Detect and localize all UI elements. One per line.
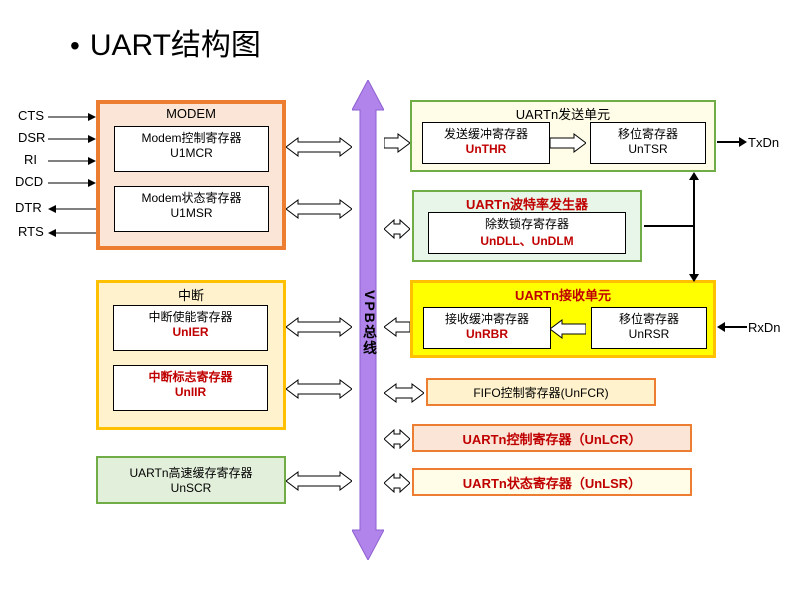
signal-rxdn: RxDn bbox=[748, 320, 781, 335]
dll-label: 除数锁存寄存器 bbox=[431, 215, 623, 232]
arrow-thr-tsr bbox=[550, 132, 586, 154]
rbr-reg: UnRBR bbox=[426, 327, 548, 341]
lcr-label: UARTn控制寄存器（UnLCR） bbox=[462, 432, 641, 447]
arrow-msr-vpb bbox=[286, 198, 352, 220]
iir-reg: UnIIR bbox=[116, 385, 265, 399]
arrow-ier-vpb bbox=[286, 316, 352, 338]
tsr-box: 移位寄存器 UnTSR bbox=[590, 122, 706, 164]
lsr-label: UARTn状态寄存器（UnLSR） bbox=[463, 476, 641, 491]
iir-label: 中断标志寄存器 bbox=[116, 368, 265, 385]
modem-stat-label: Modem状态寄存器 bbox=[117, 189, 266, 206]
rbr-label: 接收缓冲寄存器 bbox=[426, 310, 548, 327]
iir-box: 中断标志寄存器 UnIIR bbox=[113, 365, 268, 411]
arrow-baud-tsr bbox=[644, 172, 704, 282]
lcr-block: UARTn控制寄存器（UnLCR） bbox=[412, 424, 692, 452]
arrow-ri bbox=[48, 156, 96, 166]
scr-block: UARTn高速缓存寄存器 UnSCR bbox=[96, 456, 286, 504]
arrow-vpb-tx bbox=[384, 132, 410, 154]
arrow-rxdn bbox=[717, 322, 747, 332]
modem-ctrl-label: Modem控制寄存器 bbox=[117, 129, 266, 146]
signal-ri: RI bbox=[24, 152, 37, 167]
signal-txdn: TxDn bbox=[748, 135, 779, 150]
modem-ctrl-box: Modem控制寄存器 U1MCR bbox=[114, 126, 269, 172]
arrow-rts bbox=[48, 228, 96, 238]
arrow-dcd bbox=[48, 178, 96, 188]
arrow-dtr bbox=[48, 204, 96, 214]
arrow-iir-vpb bbox=[286, 378, 352, 400]
baud-title: UARTn波特率发生器 bbox=[414, 194, 640, 213]
arrow-vpb-fcr bbox=[384, 382, 424, 404]
interrupt-title: 中断 bbox=[99, 285, 283, 304]
modem-stat-box: Modem状态寄存器 U1MSR bbox=[114, 186, 269, 232]
ier-reg: UnIER bbox=[116, 325, 265, 339]
bullet-icon: • bbox=[70, 30, 80, 61]
arrow-dsr bbox=[48, 134, 96, 144]
vpb-label: VPB总线 bbox=[360, 290, 380, 357]
tx-title: UARTn发送单元 bbox=[412, 104, 714, 123]
rbr-box: 接收缓冲寄存器 UnRBR bbox=[423, 307, 551, 349]
arrow-vpb-lcr bbox=[384, 428, 410, 450]
rx-title: UARTn接收单元 bbox=[413, 285, 713, 304]
scr-label: UARTn高速缓存寄存器 bbox=[98, 464, 284, 481]
arrow-mcr-vpb bbox=[286, 136, 352, 158]
tsr-reg: UnTSR bbox=[593, 142, 703, 156]
thr-box: 发送缓冲寄存器 UnTHR bbox=[422, 122, 550, 164]
arrow-rx-vpb bbox=[384, 316, 410, 338]
lsr-block: UARTn状态寄存器（UnLSR） bbox=[412, 468, 692, 496]
baud-block: UARTn波特率发生器 除数锁存寄存器 UnDLL、UnDLM bbox=[412, 190, 642, 262]
rsr-label: 移位寄存器 bbox=[594, 310, 704, 327]
fcr-label: FIFO控制寄存器(UnFCR) bbox=[473, 386, 608, 400]
ier-box: 中断使能寄存器 UnIER bbox=[113, 305, 268, 351]
signal-rts: RTS bbox=[18, 224, 44, 239]
fcr-block: FIFO控制寄存器(UnFCR) bbox=[426, 378, 656, 406]
dll-reg: UnDLL、UnDLM bbox=[431, 232, 623, 249]
modem-ctrl-reg: U1MCR bbox=[117, 146, 266, 160]
page-title: • UART结构图 bbox=[70, 20, 261, 64]
modem-stat-reg: U1MSR bbox=[117, 206, 266, 220]
arrow-vpb-baud bbox=[384, 218, 410, 240]
signal-cts: CTS bbox=[18, 108, 44, 123]
signal-dtr: DTR bbox=[15, 200, 42, 215]
arrow-scr-vpb bbox=[286, 470, 352, 492]
signal-dsr: DSR bbox=[18, 130, 45, 145]
arrow-cts bbox=[48, 112, 96, 122]
scr-reg: UnSCR bbox=[98, 481, 284, 495]
interrupt-block: 中断 中断使能寄存器 UnIER 中断标志寄存器 UnIIR bbox=[96, 280, 286, 430]
modem-block: MODEM Modem控制寄存器 U1MCR Modem状态寄存器 U1MSR bbox=[96, 100, 286, 250]
rsr-box: 移位寄存器 UnRSR bbox=[591, 307, 707, 349]
thr-label: 发送缓冲寄存器 bbox=[425, 125, 547, 142]
ier-label: 中断使能寄存器 bbox=[116, 308, 265, 325]
arrow-txdn bbox=[717, 137, 747, 147]
rsr-reg: UnRSR bbox=[594, 327, 704, 341]
tsr-label: 移位寄存器 bbox=[593, 125, 703, 142]
thr-reg: UnTHR bbox=[425, 142, 547, 156]
modem-title: MODEM bbox=[100, 106, 282, 121]
arrow-vpb-lsr bbox=[384, 472, 410, 494]
signal-dcd: DCD bbox=[15, 174, 43, 189]
title-text: UART结构图 bbox=[90, 29, 261, 62]
arrow-rsr-rbr bbox=[550, 318, 586, 340]
dll-box: 除数锁存寄存器 UnDLL、UnDLM bbox=[428, 212, 626, 254]
